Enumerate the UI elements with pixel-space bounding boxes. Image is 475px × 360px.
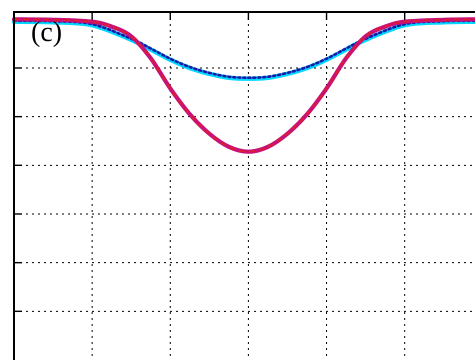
- series-line-blue-dotted: [12, 19, 475, 80]
- series-lines: [11, 17, 475, 154]
- axis-ticks: [14, 12, 406, 313]
- series-line-red-dashed: [13, 18, 475, 153]
- plot-frame: [13, 11, 475, 360]
- grid: [14, 12, 475, 360]
- series-line-cyan-thick: [11, 19, 475, 81]
- panel-label: (c): [31, 17, 62, 48]
- series-line-magenta-solid: [11, 17, 475, 154]
